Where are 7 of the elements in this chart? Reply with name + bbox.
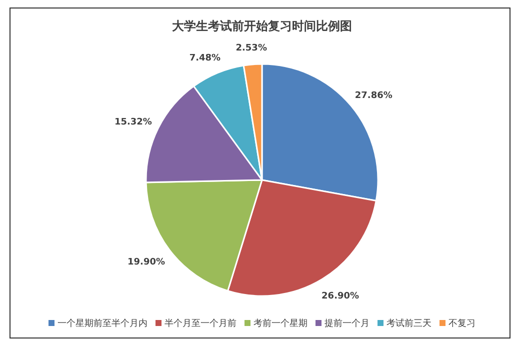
- legend-label: 考前一个星期: [254, 318, 308, 329]
- title: 大学生考试前开始复习时间比例图: [172, 19, 352, 33]
- legend-label: 不复习: [448, 318, 476, 329]
- legend-label: 半个月至一个月前: [164, 318, 236, 329]
- legend-label: 一个星期前至半个月内: [58, 318, 148, 329]
- legend-label: 考试前三天: [386, 318, 432, 329]
- legend-label: 提前一个月: [324, 318, 370, 329]
